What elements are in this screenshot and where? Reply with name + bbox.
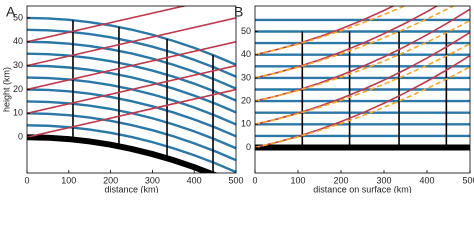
- y-tick-label: 0: [18, 132, 23, 142]
- y-tick-label: 20: [13, 84, 23, 94]
- x-axis-label: distance on surface (km): [313, 184, 412, 193]
- axes-frame: [254, 5, 471, 174]
- series-line: [27, 88, 236, 138]
- series-line: [27, 41, 236, 91]
- series-line: [255, 6, 407, 56]
- y-tick-label: 40: [241, 49, 251, 59]
- y-tick-label: 10: [241, 119, 251, 129]
- series-line: [27, 124, 236, 173]
- x-tick-label: 400: [419, 175, 434, 185]
- y-axis-label: height (km): [1, 67, 11, 112]
- series-line: [255, 66, 470, 149]
- x-tick-label: 300: [376, 175, 391, 185]
- x-tick-label: 200: [333, 175, 348, 185]
- series-line: [27, 64, 236, 115]
- plot-area: [255, 6, 470, 151]
- series-line: [255, 19, 470, 102]
- series-line: [27, 112, 236, 162]
- y-tick-label: 30: [241, 72, 251, 82]
- series-line: [255, 6, 456, 79]
- series-line: [27, 17, 236, 67]
- x-tick-label: 300: [145, 175, 160, 185]
- panel-label: A: [6, 4, 16, 20]
- y-tick-label: 50: [13, 12, 23, 22]
- y-tick-label: 10: [13, 108, 23, 118]
- y-tick-label: 30: [13, 60, 23, 70]
- x-tick-label: 0: [252, 175, 257, 185]
- x-tick-label: 200: [103, 175, 118, 185]
- x-tick-label: 500: [228, 175, 243, 185]
- y-tick-label: 0: [246, 142, 251, 152]
- y-tick-label: 20: [241, 95, 251, 105]
- series-line: [27, 6, 188, 43]
- x-tick-label: 500: [462, 175, 474, 185]
- panel-label: B: [234, 4, 243, 20]
- page: {"chart_data": [ {"type": "line", "panel…: [1, 3, 474, 193]
- series-line: [27, 88, 236, 138]
- x-tick-label: 0: [24, 175, 29, 185]
- x-tick-label: 100: [290, 175, 305, 185]
- y-tick-label: 50: [241, 26, 251, 36]
- plot-area: [27, 6, 236, 173]
- x-axis-label: distance (km): [104, 184, 158, 193]
- y-tick-label: 40: [13, 36, 23, 46]
- x-tick-label: 400: [187, 175, 202, 185]
- series-line: [27, 134, 218, 173]
- x-tick-label: 100: [61, 175, 76, 185]
- series-line: [255, 43, 470, 126]
